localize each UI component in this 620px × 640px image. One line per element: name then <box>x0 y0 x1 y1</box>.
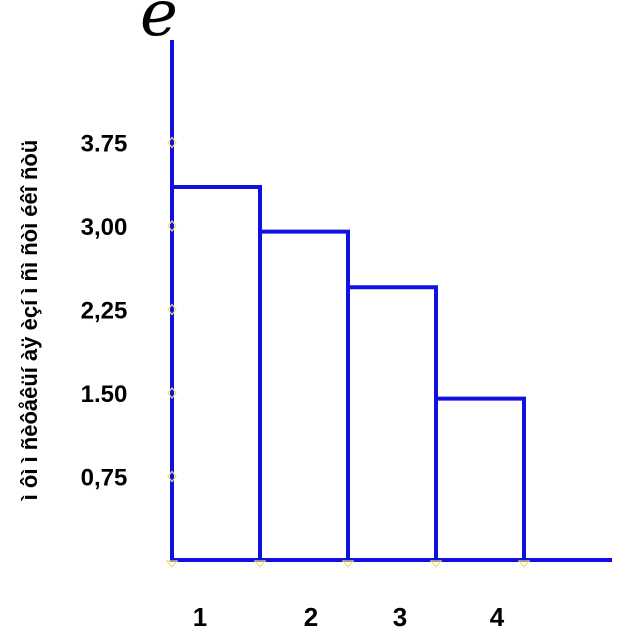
y-tick-label: 1.50 <box>81 381 128 408</box>
x-tick-label: 2 <box>304 602 318 632</box>
x-tick-label: 1 <box>193 602 207 632</box>
y-tick-marker <box>167 136 177 149</box>
bar-2 <box>258 229 350 560</box>
y-tick-marker <box>167 470 177 483</box>
bar-3 <box>346 285 438 560</box>
x-tick-label: 4 <box>490 602 505 632</box>
y-tick-label: 2,25 <box>81 298 128 325</box>
bar-4 <box>434 396 526 560</box>
x-tick-marker <box>517 560 531 568</box>
x-tick-marker <box>253 560 267 568</box>
x-tick-marker <box>429 560 443 568</box>
y-tick-marker <box>167 387 177 399</box>
x-tick-marker <box>341 560 355 568</box>
x-tick-label: 3 <box>393 602 407 632</box>
x-tick-marker <box>165 560 179 568</box>
y-tick-label: 3.75 <box>81 131 128 158</box>
y-tick-marker <box>167 220 177 232</box>
y-axis-symbol: e <box>140 0 178 51</box>
y-tick-marker <box>167 303 177 316</box>
bar-1 <box>170 185 262 560</box>
y-tick-label: 3,00 <box>81 214 128 241</box>
y-tick-label: 0,75 <box>81 465 128 492</box>
